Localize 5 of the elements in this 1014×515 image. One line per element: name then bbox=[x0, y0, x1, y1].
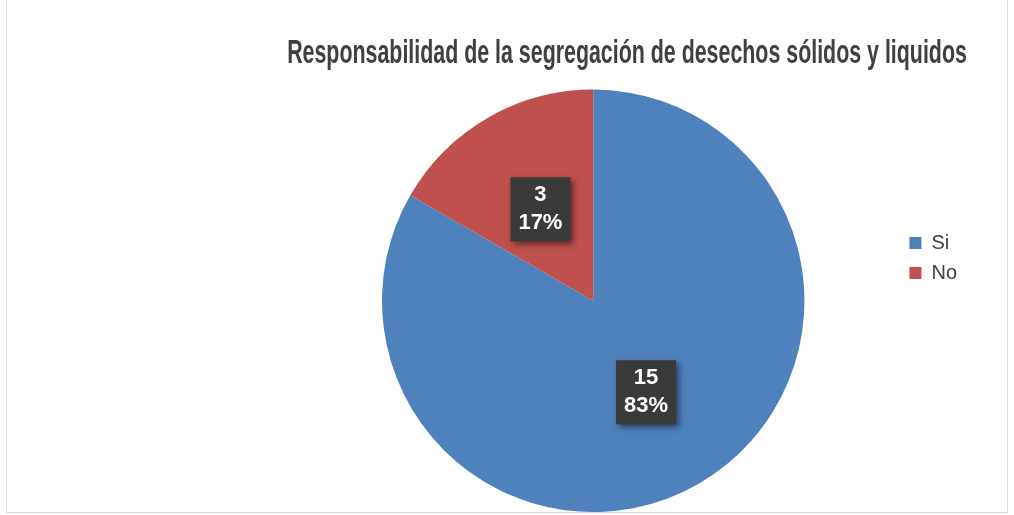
legend-label: No bbox=[931, 260, 958, 283]
data-label: 3 17% bbox=[518, 181, 563, 235]
legend-label: Si bbox=[931, 230, 950, 253]
chart-title: Responsabilidad de la segregación de desechos sólidos y liquidos bbox=[287, 33, 967, 71]
data-label: 15 83% bbox=[623, 364, 669, 418]
